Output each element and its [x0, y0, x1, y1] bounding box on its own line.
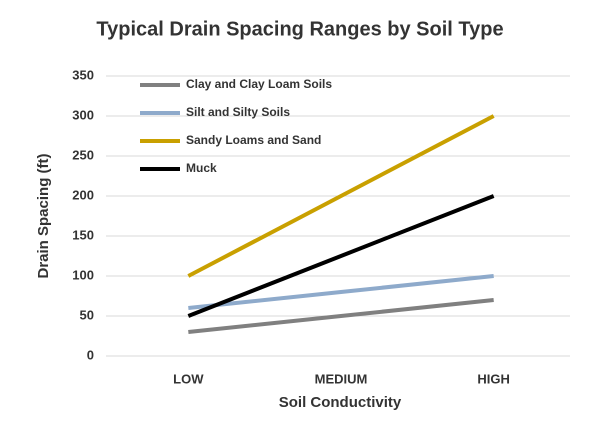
y-tick-label: 200: [72, 187, 94, 202]
series-line: [187, 114, 495, 278]
x-axis-label: Soil Conductivity: [279, 394, 402, 411]
y-axis-label: Drain Spacing (ft): [35, 153, 52, 278]
y-tick-label: 300: [72, 107, 94, 122]
x-tick-label: HIGH: [477, 371, 510, 386]
legend-label: Clay and Clay Loam Soils: [186, 77, 332, 91]
y-tick-label: 0: [87, 347, 94, 362]
y-tick-label: 50: [80, 307, 94, 322]
y-tick-label: 150: [72, 227, 94, 242]
y-tick-label: 350: [72, 67, 94, 82]
y-tick-label: 100: [72, 267, 94, 282]
series-line: [188, 274, 494, 310]
x-tick-label: LOW: [173, 371, 204, 386]
legend-label: Silt and Silty Soils: [186, 105, 290, 119]
chart-title: Typical Drain Spacing Ranges by Soil Typ…: [96, 18, 503, 40]
legend-label: Muck: [186, 161, 217, 175]
x-tick-label: MEDIUM: [315, 371, 368, 386]
y-tick-label: 250: [72, 147, 94, 162]
series-line: [188, 298, 494, 334]
series-line: [187, 194, 495, 318]
legend-label: Sandy Loams and Sand: [186, 133, 321, 147]
